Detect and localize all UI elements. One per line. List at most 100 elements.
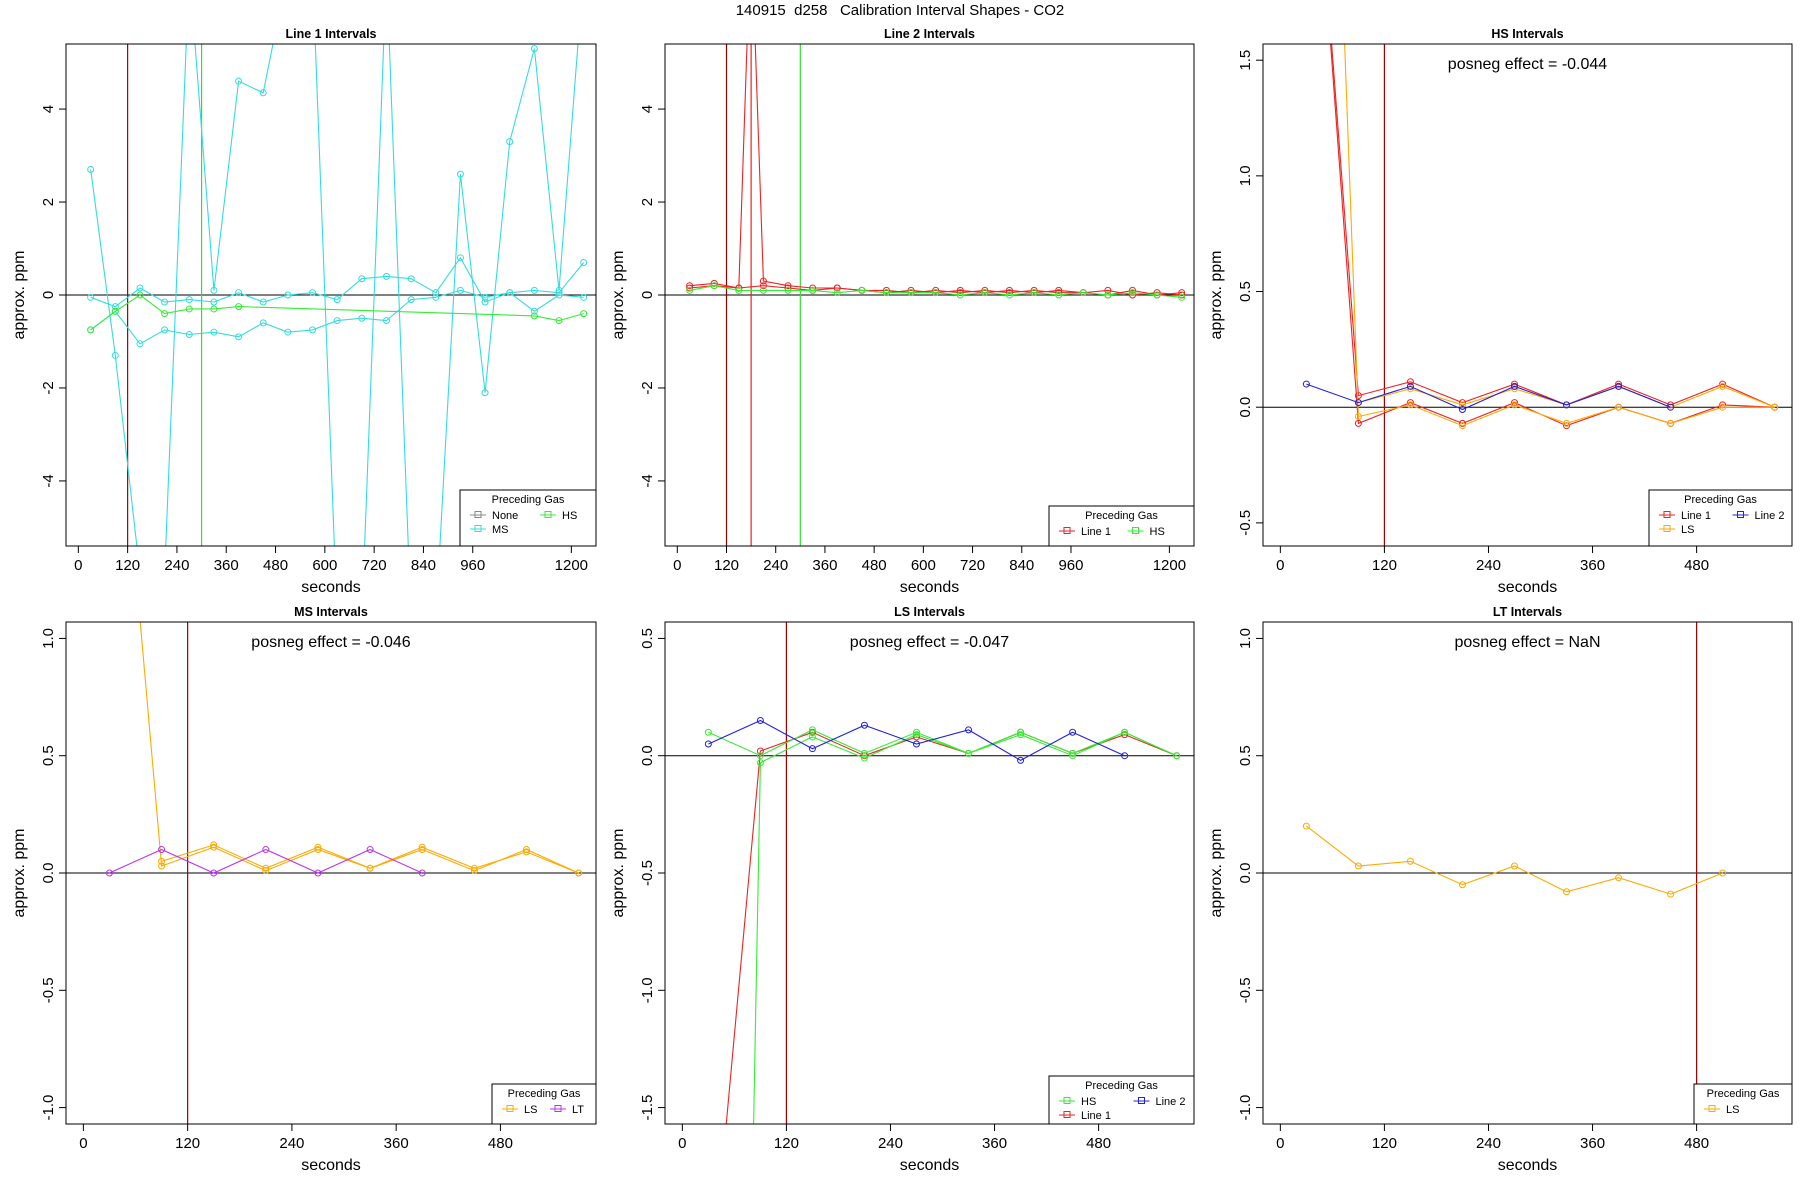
data-point bbox=[759, 286, 767, 294]
series-line-line-1 bbox=[1331, 44, 1775, 408]
data-point bbox=[808, 733, 816, 741]
series-line-ls bbox=[1344, 44, 1775, 427]
y-tick-label: 1.0 bbox=[1237, 628, 1254, 649]
x-tick-label: 360 bbox=[812, 557, 837, 574]
posneg-annotation: posneg effect = -0.046 bbox=[251, 634, 410, 651]
x-axis-label: seconds bbox=[301, 1157, 361, 1174]
data-point bbox=[1406, 401, 1414, 409]
x-tick-label: 0 bbox=[79, 1135, 87, 1152]
data-point bbox=[1406, 385, 1414, 393]
legend-swatch-marker bbox=[1063, 1097, 1071, 1104]
data-point bbox=[530, 45, 538, 53]
data-point bbox=[1510, 385, 1518, 393]
data-point bbox=[735, 286, 743, 294]
data-point bbox=[965, 749, 973, 757]
data-point bbox=[358, 275, 366, 283]
x-tick-label: 0 bbox=[1276, 1135, 1284, 1152]
data-point bbox=[456, 170, 464, 178]
data-point bbox=[1178, 291, 1186, 299]
panel-lt: LT Intervals 0 120 240 360 480 seconds -1.0 -0.5… bbox=[1208, 605, 1793, 1174]
x-tick-label: 0 bbox=[74, 557, 82, 574]
legend-swatch-marker bbox=[474, 525, 482, 532]
legend-swatch-marker bbox=[1132, 527, 1139, 534]
legend-swatch-marker bbox=[1663, 525, 1671, 532]
panel-title: HS Intervals bbox=[1491, 27, 1563, 41]
x-tick-label: 840 bbox=[411, 557, 436, 574]
x-tick-label: 480 bbox=[862, 557, 887, 574]
data-point bbox=[1667, 403, 1675, 411]
x-tick-label: 360 bbox=[1580, 1135, 1605, 1152]
plot-area bbox=[1263, 44, 1792, 546]
posneg-annotation: posneg effect = -0.044 bbox=[1448, 56, 1607, 73]
data-point bbox=[235, 77, 243, 85]
series-line-hs bbox=[708, 729, 1177, 757]
data-point bbox=[860, 721, 868, 729]
posneg-annotation: posneg effect = -0.047 bbox=[850, 634, 1009, 651]
y-tick-label: -0.5 bbox=[1237, 510, 1254, 536]
legend-swatch-marker bbox=[554, 1105, 562, 1112]
data-point bbox=[932, 289, 940, 297]
legend: Preceding Gas Line 1 HS bbox=[1048, 505, 1195, 547]
x-tick-label: 120 bbox=[175, 1135, 200, 1152]
y-axis-label: approx. ppm bbox=[11, 251, 28, 340]
data-point bbox=[756, 747, 764, 755]
data-point bbox=[136, 340, 144, 348]
data-point bbox=[262, 864, 270, 872]
data-point bbox=[456, 254, 464, 262]
data-point bbox=[981, 286, 989, 294]
data-point bbox=[185, 296, 193, 304]
data-point bbox=[808, 745, 816, 753]
y-tick-label: 0.5 bbox=[1237, 281, 1254, 302]
data-point bbox=[1128, 286, 1136, 294]
data-point bbox=[136, 291, 144, 299]
x-tick-label: 960 bbox=[1058, 557, 1083, 574]
series-line-ls bbox=[161, 844, 579, 874]
data-point bbox=[1406, 378, 1414, 386]
posneg-annotation: posneg effect = NaN bbox=[1454, 634, 1600, 651]
y-axis-label: approx. ppm bbox=[610, 251, 627, 340]
x-tick-label: 360 bbox=[982, 1135, 1007, 1152]
data-point bbox=[784, 282, 792, 290]
data-point bbox=[1719, 869, 1727, 877]
data-point bbox=[1458, 419, 1466, 427]
legend-swatch-marker bbox=[1663, 511, 1671, 518]
data-point bbox=[555, 286, 563, 294]
data-point bbox=[418, 843, 426, 851]
data-point bbox=[912, 728, 920, 736]
data-point bbox=[1017, 728, 1025, 736]
data-point bbox=[1615, 403, 1623, 411]
data-point bbox=[1178, 293, 1186, 301]
data-point bbox=[1563, 422, 1571, 430]
legend-box bbox=[1048, 505, 1195, 547]
data-point bbox=[1178, 289, 1186, 297]
data-point bbox=[580, 293, 588, 301]
data-point bbox=[1563, 401, 1571, 409]
data-point bbox=[809, 284, 817, 292]
x-tick-label: 240 bbox=[1476, 557, 1501, 574]
y-tick-label: 1.5 bbox=[1237, 50, 1254, 71]
legend-entry: Line 1 bbox=[1081, 526, 1111, 538]
y-tick-label: 2 bbox=[639, 198, 656, 206]
data-point bbox=[833, 284, 841, 292]
data-point bbox=[235, 303, 243, 311]
x-tick-label: 360 bbox=[384, 1135, 409, 1152]
data-point bbox=[481, 293, 489, 301]
data-point bbox=[784, 286, 792, 294]
data-point bbox=[418, 846, 426, 854]
legend-entry: HS bbox=[1081, 1096, 1096, 1108]
data-point bbox=[1719, 403, 1727, 411]
y-tick-label: 0.5 bbox=[40, 745, 57, 766]
data-point bbox=[530, 286, 538, 294]
data-point bbox=[382, 317, 390, 325]
legend-title: Preceding Gas bbox=[1085, 1080, 1158, 1092]
data-point bbox=[860, 752, 868, 760]
data-point bbox=[1510, 382, 1518, 390]
panel-title: LT Intervals bbox=[1493, 605, 1562, 619]
legend-entry: LS bbox=[524, 1104, 537, 1116]
data-point bbox=[210, 843, 218, 851]
data-point bbox=[580, 258, 588, 266]
x-axis-label: seconds bbox=[1498, 1157, 1558, 1174]
data-point bbox=[366, 864, 374, 872]
legend-entry: Line 2 bbox=[1755, 510, 1785, 522]
